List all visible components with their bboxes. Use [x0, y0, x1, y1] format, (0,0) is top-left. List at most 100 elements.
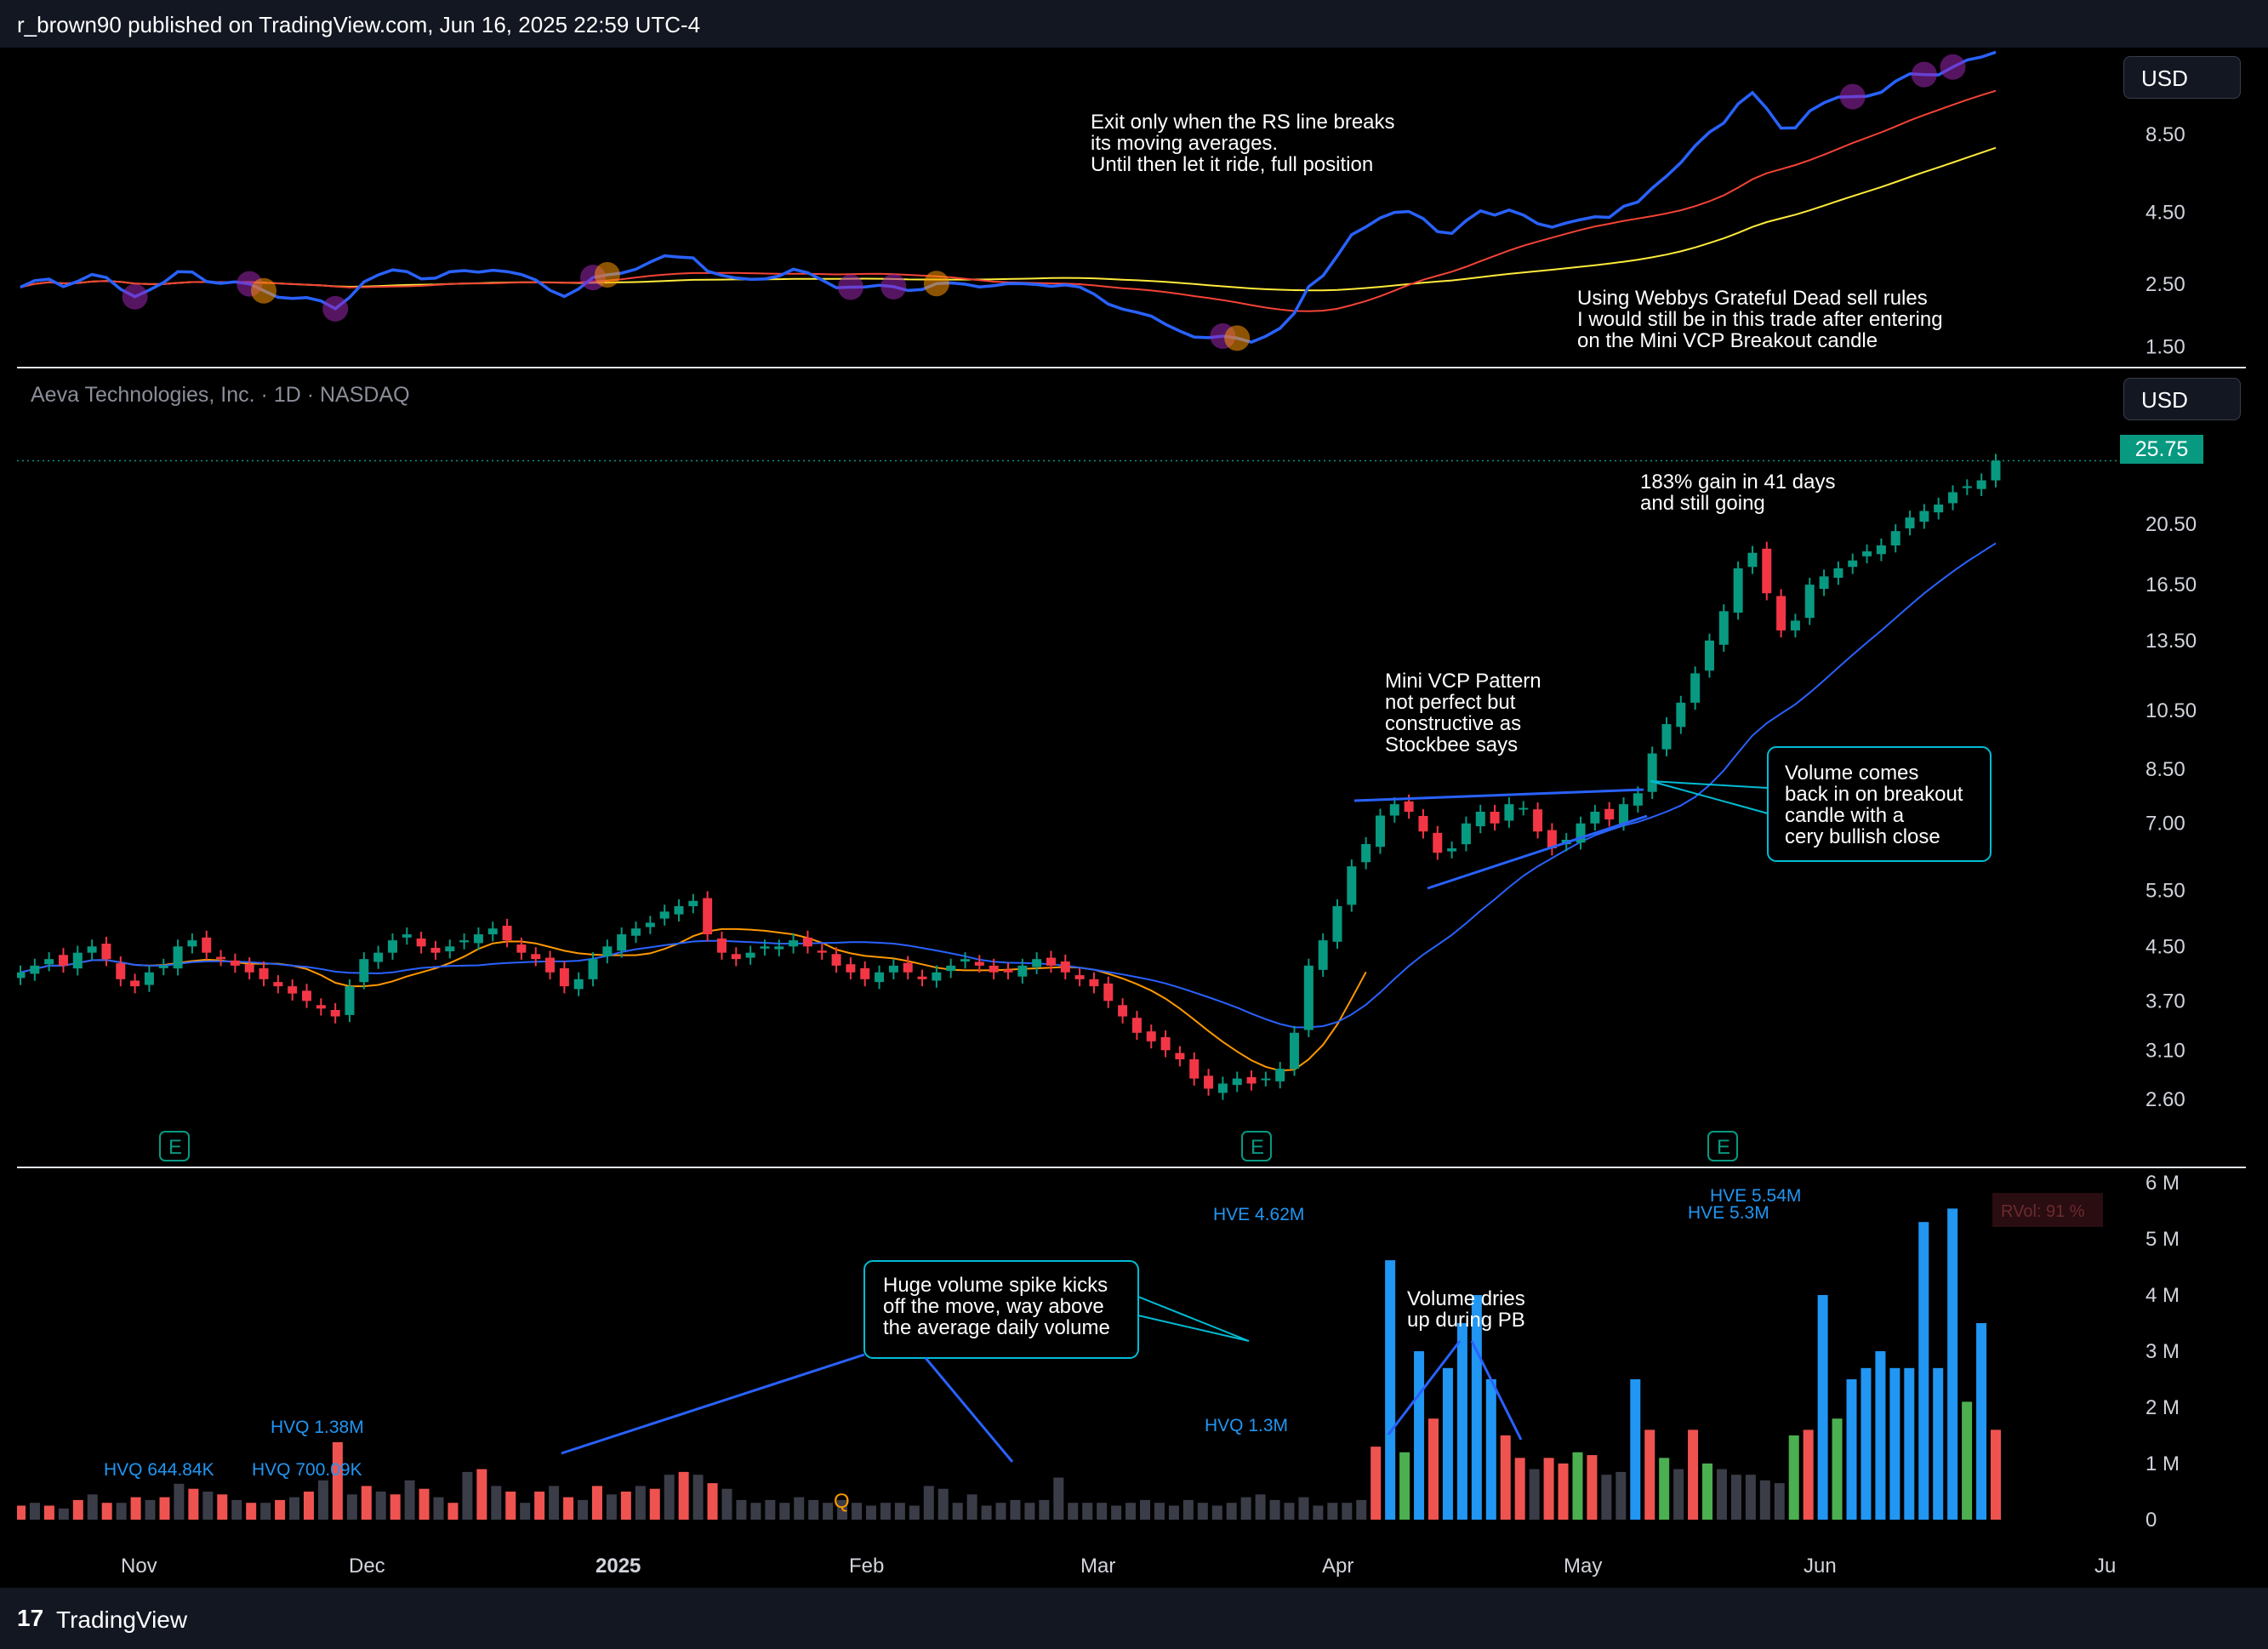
- volume-bar: [404, 1480, 415, 1520]
- volume-axis-tick: 3 M: [2145, 1340, 2180, 1363]
- volume-bar: [1456, 1323, 1467, 1520]
- candle-body: [230, 960, 240, 966]
- chart-frame[interactable]: E E E 20.50 16.50 13.50 10.50 8.50 7.00 5.50 4.50 3…: [17, 48, 2246, 1588]
- volume-bar: [635, 1486, 646, 1520]
- candle-body: [1948, 492, 1958, 504]
- volume-bar: [794, 1497, 805, 1520]
- volume-bar: [823, 1503, 834, 1520]
- candle-body: [1475, 811, 1485, 827]
- candle-body: [1676, 702, 1686, 728]
- volume-bar: [130, 1497, 141, 1520]
- volume-bar: [1427, 1418, 1439, 1520]
- price-pane-currency-button[interactable]: USD: [2123, 378, 2241, 420]
- candle-body: [416, 939, 426, 947]
- candle-body: [974, 961, 984, 966]
- volume-bar: [981, 1505, 992, 1520]
- volume-hv-label: HVQ 1.38M: [271, 1418, 364, 1437]
- volume-hv-label: HVQ 644.84K: [104, 1460, 214, 1480]
- x-axis-label: May: [1564, 1555, 1602, 1578]
- vcp-lower-trendline: [1427, 814, 1648, 890]
- spike-connector: [1137, 1315, 1250, 1342]
- rs-signal-dot: [122, 283, 148, 310]
- volume-bar: [1485, 1379, 1496, 1520]
- candle-body: [1819, 576, 1829, 590]
- rs-signal-dot: [1911, 61, 1937, 88]
- volume-bar: [1342, 1503, 1353, 1520]
- volume-bar: [1514, 1458, 1525, 1520]
- candle-body: [731, 954, 741, 960]
- earnings-marker-label: E: [1717, 1136, 1730, 1159]
- volume-bar: [1168, 1505, 1179, 1520]
- volume-bar: [275, 1499, 286, 1520]
- candle-body: [1604, 808, 1615, 820]
- volume-bar: [750, 1503, 761, 1520]
- candle-body: [1060, 961, 1070, 973]
- candle-body: [1217, 1083, 1228, 1093]
- candle-body: [1361, 843, 1371, 863]
- candle-body: [87, 946, 97, 953]
- rs-signal-dot: [1940, 54, 1966, 80]
- candle-body: [932, 972, 942, 981]
- volume-bar: [1688, 1429, 1699, 1520]
- candle-body: [459, 940, 470, 943]
- candle-body: [1547, 830, 1557, 849]
- candle-body: [1647, 753, 1657, 792]
- price-axis-tick: 3.70: [2145, 990, 2185, 1013]
- rs-axis-tick: 4.50: [2145, 201, 2185, 224]
- price-annotation-vcp: Mini VCP Pattern not perfect but constru…: [1385, 670, 1541, 756]
- rs-line: [20, 50, 1997, 344]
- candle-body: [1504, 804, 1514, 821]
- volume-bar: [505, 1492, 516, 1520]
- candle-body: [373, 952, 384, 962]
- candle-body: [1533, 809, 1543, 832]
- candle-body: [101, 944, 111, 960]
- candle-body: [1046, 957, 1056, 966]
- volume-axis-tick: 4 M: [2145, 1284, 2180, 1307]
- volume-bar: [678, 1471, 689, 1520]
- volume-hv-label: HVQ 1.3M: [1205, 1416, 1288, 1435]
- rvol-badge-bg: [1992, 1193, 2103, 1227]
- candle-body: [602, 946, 613, 956]
- volume-bar: [692, 1475, 704, 1520]
- candle-body: [44, 959, 54, 965]
- rs-signal-dot: [837, 274, 863, 300]
- volume-bar: [1356, 1499, 1367, 1520]
- chart-canvas[interactable]: E E E 20.50 16.50 13.50 10.50 8.50 7.00 5.50 4.50 3…: [17, 48, 2246, 1588]
- candle-body: [617, 934, 627, 951]
- candle-body: [1347, 866, 1357, 905]
- rs-pane-currency-button[interactable]: USD: [2123, 56, 2241, 99]
- candle-body: [244, 964, 254, 973]
- volume-bar: [1673, 1469, 1684, 1520]
- volume-bar: [1197, 1503, 1208, 1520]
- pointer-arrow: [1387, 1340, 1462, 1435]
- tradingview-brand[interactable]: TradingView: [56, 1606, 188, 1633]
- candle-body: [846, 964, 856, 973]
- volume-bar: [1111, 1505, 1122, 1520]
- candle-body: [875, 972, 885, 983]
- candle-body: [1762, 548, 1772, 594]
- candle-body: [273, 982, 283, 987]
- volume-bar: [1053, 1477, 1064, 1520]
- candle-body: [531, 954, 541, 960]
- volume-bar: [1817, 1295, 1828, 1520]
- vcp-upper-trendline: [1353, 788, 1644, 802]
- x-axis-label: Apr: [1322, 1555, 1353, 1578]
- volume-axis-tick: 0: [2145, 1509, 2157, 1532]
- x-axis-label: Dec: [349, 1555, 385, 1578]
- volume-bar: [534, 1492, 545, 1520]
- pointer-arrow: [1470, 1340, 1523, 1441]
- volume-bar: [1774, 1483, 1785, 1520]
- tradingview-logo-icon[interactable]: 17: [17, 1605, 44, 1631]
- volume-bar: [1255, 1494, 1266, 1520]
- candle-body: [430, 947, 441, 953]
- candle-body: [1175, 1053, 1185, 1059]
- volume-bar: [1587, 1455, 1598, 1520]
- x-axis-label: Nov: [121, 1555, 157, 1578]
- candle-body: [573, 979, 584, 990]
- candle-body: [1704, 640, 1714, 671]
- rs-ma-fast-line: [20, 89, 1997, 312]
- candle-body: [1204, 1076, 1214, 1089]
- volume-bar: [894, 1503, 905, 1520]
- candle-body: [946, 965, 956, 972]
- volume-bar: [966, 1494, 977, 1520]
